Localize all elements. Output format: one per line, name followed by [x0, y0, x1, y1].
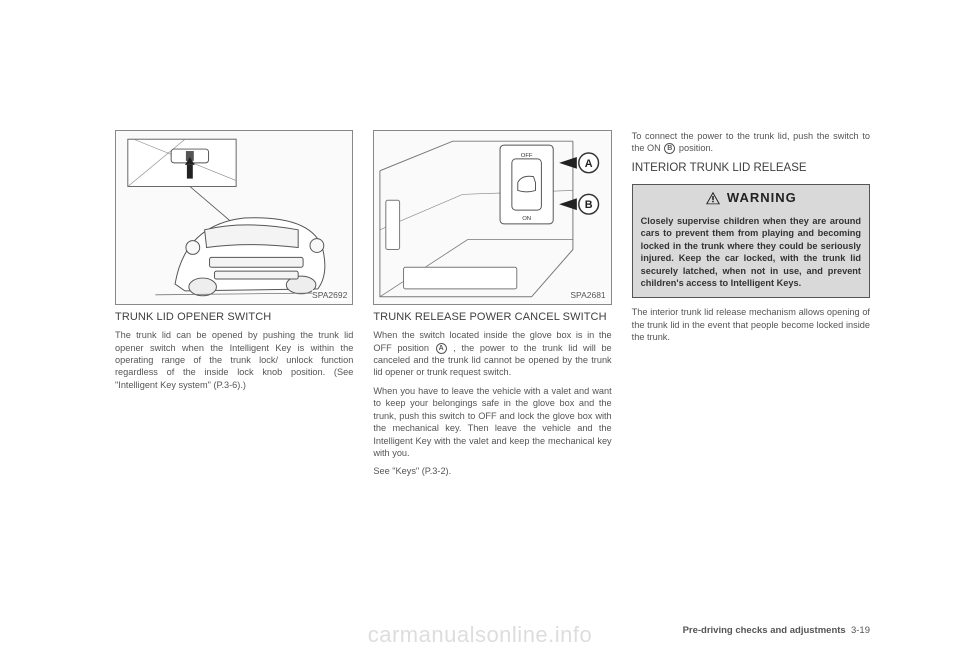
cancel-switch-illustration: OFF ON A B — [374, 131, 610, 304]
manual-page: SPA2692 TRUNK LID OPENER SWITCH The trun… — [0, 0, 960, 664]
body-text: The interior trunk lid release mechanism… — [632, 306, 870, 343]
figure-cancel-switch: OFF ON A B — [373, 130, 611, 305]
off-label: OFF — [521, 153, 533, 159]
column-layout: SPA2692 TRUNK LID OPENER SWITCH The trun… — [115, 130, 870, 484]
body-text: When you have to leave the vehicle with … — [373, 385, 611, 460]
warning-title: WARNING — [633, 185, 869, 211]
svg-text:B: B — [585, 199, 593, 211]
figure-label: SPA2681 — [570, 290, 605, 301]
page-footer: Pre-driving checks and adjustments 3-19 — [683, 625, 870, 636]
body-text: The trunk lid can be opened by pushing t… — [115, 329, 353, 391]
warning-box: WARNING Closely supervise children when … — [632, 184, 870, 298]
label-a-inline: A — [436, 343, 447, 354]
figure-label: SPA2692 — [312, 290, 347, 301]
body-text: To connect the power to the trunk lid, p… — [632, 130, 870, 155]
footer-page: 3-19 — [851, 625, 870, 636]
footer-section: Pre-driving checks and adjustments — [683, 625, 846, 636]
body-text: See "Keys" (P.3-2). — [373, 465, 611, 477]
label-b-inline: B — [664, 143, 675, 154]
column-2: OFF ON A B — [373, 130, 611, 484]
label-a-marker: A — [559, 153, 598, 173]
column-1: SPA2692 TRUNK LID OPENER SWITCH The trun… — [115, 130, 353, 484]
subheading-cancel-switch: TRUNK RELEASE POWER CANCEL SWITCH — [373, 311, 611, 324]
section-heading-interior-release: INTERIOR TRUNK LID RELEASE — [632, 161, 870, 177]
subheading-trunk-opener: TRUNK LID OPENER SWITCH — [115, 311, 353, 324]
label-b-marker: B — [559, 194, 598, 214]
column-3: To connect the power to the trunk lid, p… — [632, 130, 870, 484]
figure-trunk-opener: SPA2692 — [115, 130, 353, 305]
svg-text:A: A — [585, 158, 593, 170]
on-label: ON — [523, 216, 532, 222]
body-text: When the switch located inside the glove… — [373, 329, 611, 379]
trunk-opener-illustration — [116, 131, 352, 304]
warning-text: Closely supervise children when they are… — [633, 211, 869, 298]
warning-icon — [705, 191, 721, 205]
